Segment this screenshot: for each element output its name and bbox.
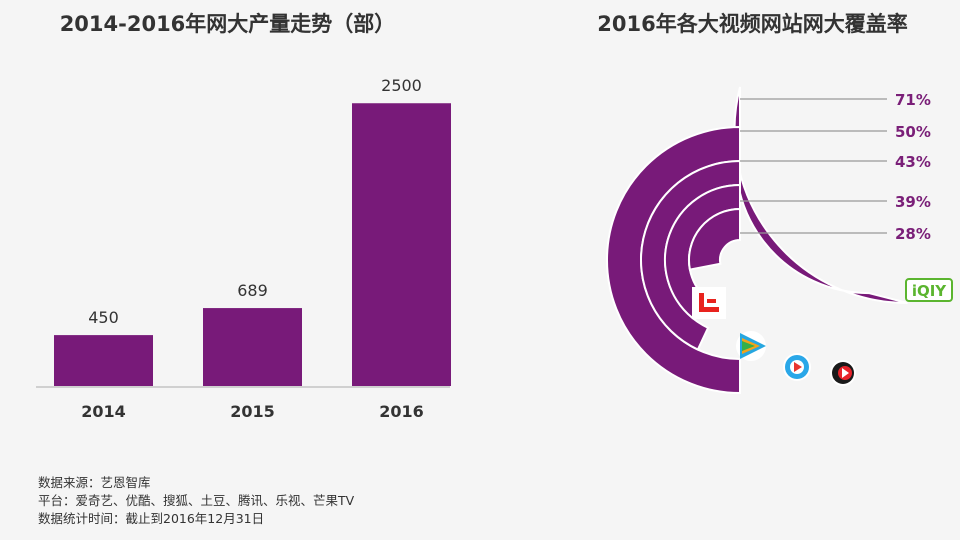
x-tick-label-2016: 2016 [379,402,424,421]
letv-logo-icon [692,287,726,319]
iqiyi-logo-icon: iQIY [905,278,953,302]
ring-value-label-iqiyi-logo: 71% [895,91,931,109]
youku-logo-play [794,362,802,372]
ring-iqiyi-logo [733,86,908,305]
bar-2015 [203,308,302,386]
x-tick-label-2015: 2015 [230,402,275,421]
bar-value-label-2016: 2500 [381,76,422,95]
iqiyi-logo-text: iQIY [912,282,947,300]
bar-value-label-2014: 450 [88,308,119,327]
ring-value-label-youku-logo: 43% [895,153,931,171]
bar-2014 [54,335,153,386]
letv-logo-bar [707,299,716,303]
ring-value-label-mango-tv-logo: 50% [895,123,931,141]
youku-logo-icon [783,353,811,381]
platforms-note: 平台：爱奇艺、优酷、搜狐、土豆、腾讯、乐视、芒果TV [38,493,355,508]
letv-logo-stem [699,293,704,312]
x-tick-label-2014: 2014 [81,402,126,421]
bar-value-label-2015: 689 [237,281,268,300]
bar-chart-title: 2014-2016年网大产量走势（部） [59,12,396,36]
radial-chart-title: 2016年各大视频网站网大覆盖率 [597,12,908,36]
mango-tv-logo-play [842,368,849,378]
ring-letv-logo [688,207,741,271]
tencent-logo-green [742,341,755,351]
bar-2016 [352,103,451,386]
ring-value-label-letv-logo: 28% [895,225,931,243]
source-note: 数据来源：艺恩智库 [38,475,151,490]
letv-logo-base [699,307,719,312]
cutoff-note: 数据统计时间：截止到2016年12月31日 [38,511,265,526]
tencent-video-logo-icon [736,331,766,361]
ring-value-label-tencent-video-logo: 39% [895,193,931,211]
mango-tv-logo-icon [830,360,856,386]
iqiyi-logo-frame [905,278,953,302]
